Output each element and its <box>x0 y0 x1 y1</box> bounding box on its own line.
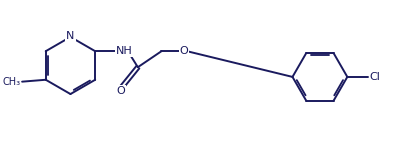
Text: O: O <box>116 86 125 96</box>
Text: O: O <box>180 46 188 56</box>
Text: CH₃: CH₃ <box>2 77 21 87</box>
Text: N: N <box>66 31 75 41</box>
Text: NH: NH <box>116 46 133 56</box>
Text: Cl: Cl <box>370 72 380 81</box>
